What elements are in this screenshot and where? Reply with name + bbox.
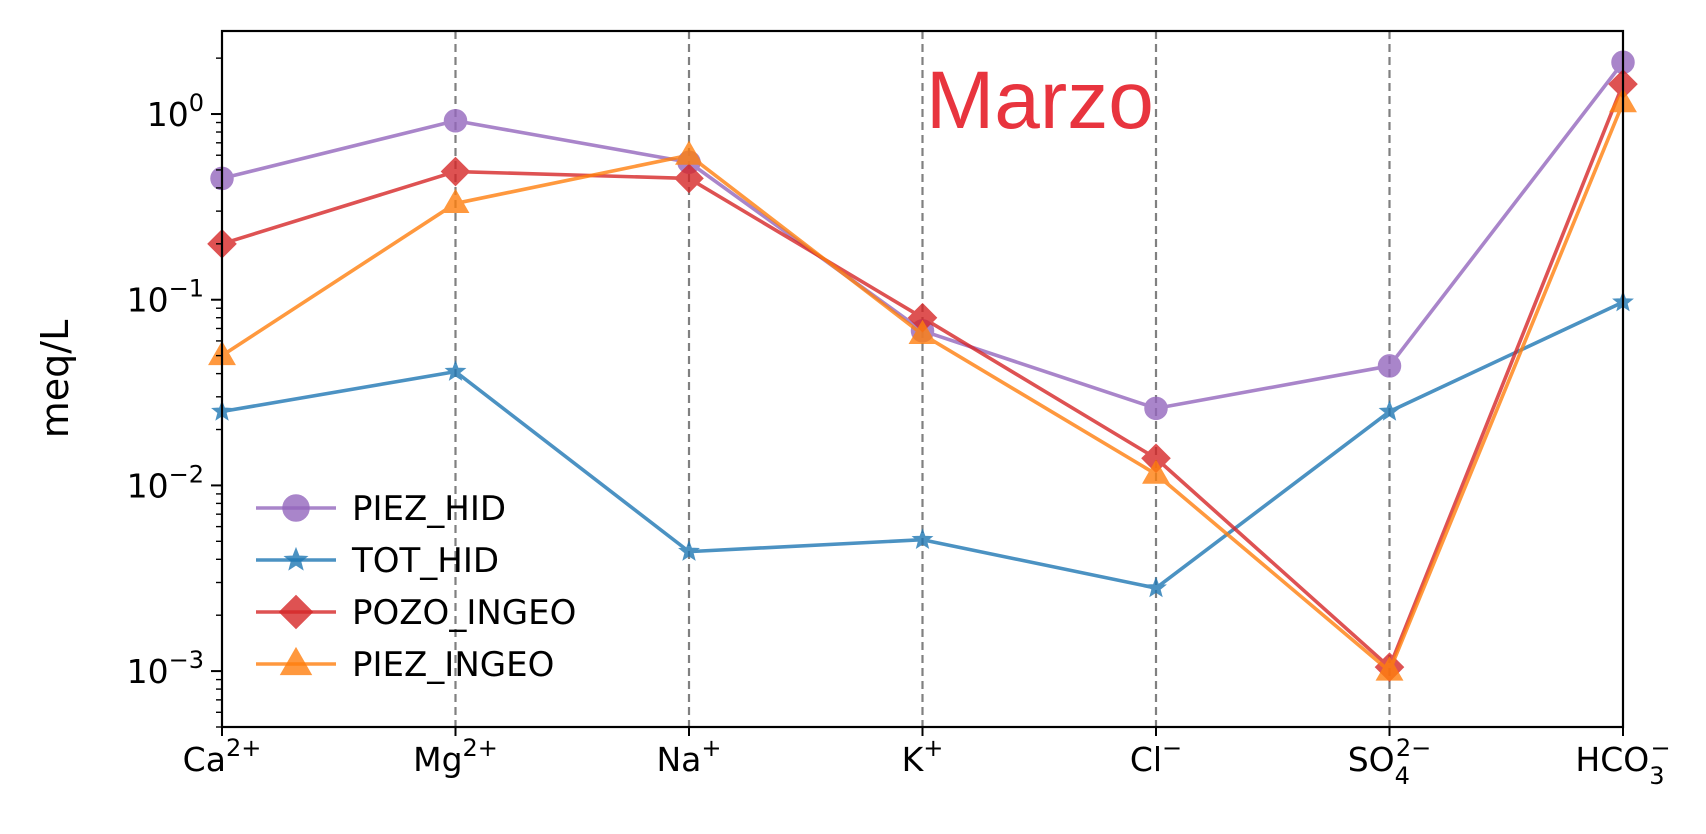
- data-point: [1142, 459, 1170, 484]
- x-tick-label: Cl−: [1130, 734, 1182, 779]
- data-point: [1144, 396, 1168, 421]
- data-point: [911, 528, 934, 549]
- data-point: [440, 156, 471, 187]
- legend-label: PIEZ_INGEO: [352, 645, 554, 685]
- legend-swatch-marker: [278, 594, 314, 630]
- series-piez-hid: [210, 50, 1635, 421]
- legend-label: PIEZ_HID: [352, 489, 506, 529]
- x-tick-label: HCO3−: [1575, 734, 1670, 790]
- x-tick-label: Na+: [656, 734, 721, 779]
- grid-lines: [454, 31, 1391, 727]
- data-point: [1375, 656, 1404, 681]
- legend: PIEZ_HID TOT_HID POZO_INGEO PIEZ_INGEO: [256, 489, 576, 685]
- data-point: [678, 540, 700, 561]
- data-point: [1377, 354, 1402, 378]
- y-tick-label: 100: [147, 89, 204, 134]
- axes: Ca2+ Mg2+ Na+ K+ Cl− SO42− HCO3− 100 10−1 10−2 10−…: [127, 57, 1671, 790]
- legend-entry: PIEZ_INGEO: [256, 645, 554, 685]
- legend-entry: PIEZ_HID: [256, 489, 506, 529]
- data-point: [675, 140, 703, 165]
- y-axis-label: meq/L: [33, 320, 77, 439]
- legend-swatch-marker: [283, 546, 309, 571]
- series-layer: [207, 50, 1638, 682]
- data-point: [444, 360, 467, 381]
- x-tick-label: SO42−: [1348, 734, 1432, 790]
- data-point: [441, 188, 470, 213]
- legend-label: TOT_HID: [351, 541, 499, 581]
- data-point: [443, 109, 468, 133]
- chart-annotation: Marzo: [926, 55, 1154, 146]
- y-tick-label: 10−2: [127, 460, 204, 505]
- x-tick-label: Mg2+: [413, 734, 498, 779]
- x-tick-label: Ca2+: [183, 734, 262, 779]
- x-tick-label: K+: [902, 734, 944, 779]
- data-point: [1145, 576, 1167, 598]
- data-point: [674, 163, 704, 194]
- y-tick-label: 10−3: [127, 646, 204, 691]
- legend-entry: POZO_INGEO: [256, 593, 576, 633]
- legend-label: POZO_INGEO: [352, 593, 576, 633]
- legend-swatch-marker: [279, 646, 313, 676]
- legend-swatch-marker: [282, 494, 310, 522]
- y-tick-label: 10−1: [127, 275, 204, 320]
- data-point: [1378, 400, 1401, 421]
- legend-entry: TOT_HID: [256, 541, 499, 581]
- data-point: [908, 319, 937, 345]
